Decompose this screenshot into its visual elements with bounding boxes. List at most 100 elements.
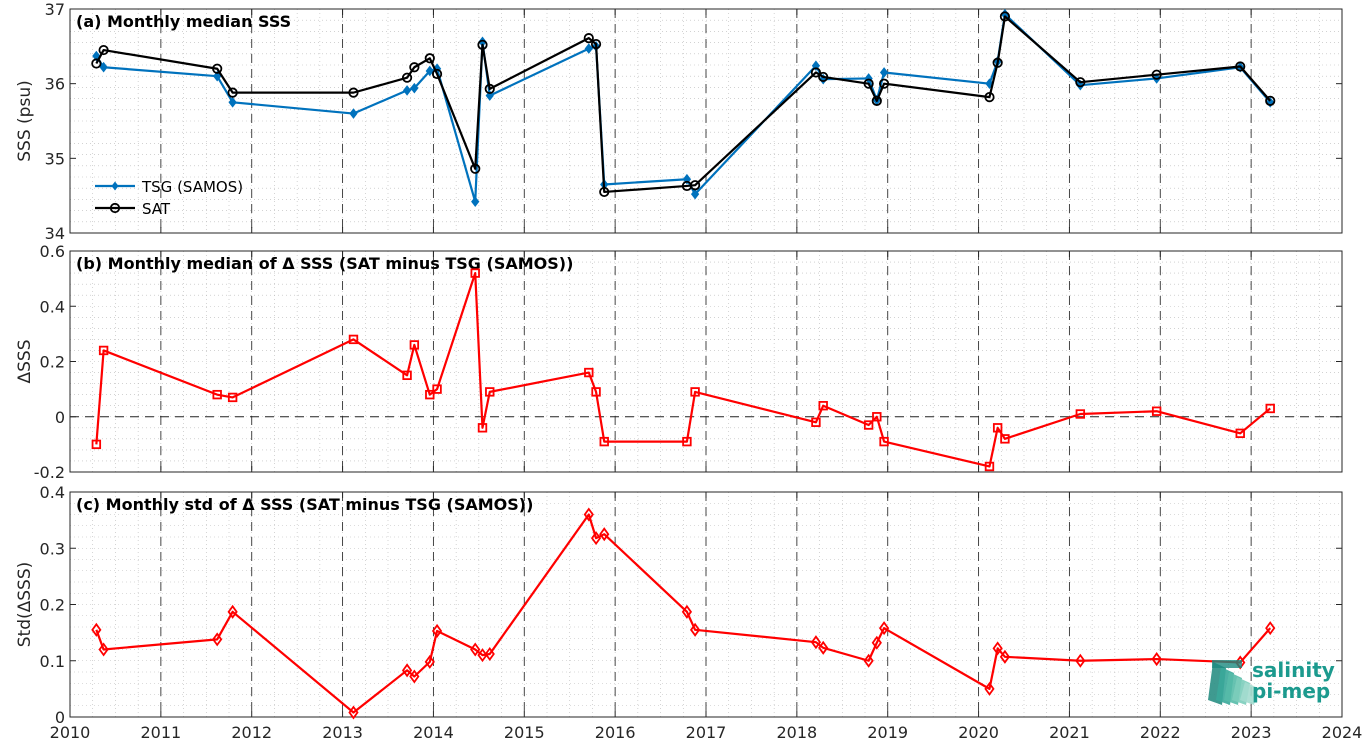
data-point (91, 439, 102, 450)
y-tick-label: 37 (45, 0, 65, 19)
data-point (484, 83, 495, 94)
x-tick-label: 2017 (686, 723, 727, 742)
data-point (984, 92, 995, 103)
y-tick-label: 0 (55, 408, 65, 427)
legend-marker (109, 202, 121, 214)
data-point (584, 367, 594, 378)
y-tick-label: -0.2 (34, 463, 65, 482)
data-point (1265, 403, 1275, 414)
data-point (402, 370, 412, 381)
data-point (878, 78, 890, 89)
data-point (409, 669, 420, 684)
data-point (431, 623, 443, 638)
logo-wave (1240, 682, 1258, 705)
data-point (1151, 69, 1162, 80)
data-point (212, 389, 222, 400)
x-tick-label: 2022 (1140, 723, 1181, 742)
data-point (878, 621, 890, 636)
data-point (984, 461, 995, 472)
y-tick-label: 0 (55, 708, 65, 727)
data-point (999, 649, 1011, 664)
data-point (984, 681, 995, 696)
data-point (1265, 621, 1276, 636)
data-point (690, 188, 700, 200)
data-point (471, 196, 480, 207)
y-tick-label: 36 (45, 75, 65, 94)
data-point (871, 635, 882, 650)
data-point (349, 108, 358, 119)
logo-bar (1212, 660, 1242, 668)
y-tick-label: 0.2 (40, 353, 65, 372)
x-tick-label: 2014 (413, 723, 454, 742)
series-line (95, 15, 1272, 194)
data-point (348, 87, 359, 98)
data-point (583, 33, 594, 44)
data-point (818, 71, 829, 83)
legend: TSG (SAMOS) SAT (95, 178, 243, 218)
data-point (227, 87, 238, 98)
data-point (863, 78, 874, 89)
data-point (409, 340, 420, 350)
data-point (591, 387, 601, 397)
data-point (477, 39, 488, 50)
series-0 (91, 507, 1276, 720)
data-point (410, 82, 419, 94)
y-tick-label: 0.2 (40, 596, 65, 615)
data-point (1235, 428, 1245, 439)
y-tick-label: 0.4 (40, 483, 65, 502)
data-point (863, 653, 874, 668)
data-point (599, 527, 610, 542)
data-point (470, 163, 481, 174)
data-point (1151, 652, 1162, 667)
data-point (583, 507, 594, 522)
data-point (590, 531, 602, 546)
data-point (212, 632, 223, 647)
data-point (91, 58, 102, 69)
data-point (999, 11, 1011, 22)
data-point (992, 57, 1003, 68)
panel-a: 34 35 36 37 SSS (psu) (a) Monthly median SSS T… (15, 0, 1343, 243)
data-point (98, 642, 109, 657)
legend-label: TSG (SAMOS) (141, 178, 243, 196)
data-point (690, 387, 700, 397)
x-tick-label: 2013 (322, 723, 363, 742)
data-point (992, 423, 1003, 433)
y-tick-label: 34 (45, 224, 65, 243)
data-point (212, 63, 223, 74)
x-tick-label: 2010 (50, 723, 91, 742)
data-point (1075, 653, 1086, 668)
data-point (590, 38, 602, 50)
data-point (1075, 409, 1086, 419)
data-point (401, 72, 413, 83)
logo-line2: pi-mep (1252, 679, 1330, 703)
data-point (810, 67, 822, 78)
legend-label: SAT (142, 200, 171, 218)
data-point (98, 44, 109, 56)
data-point (470, 268, 480, 278)
data-point (584, 43, 593, 54)
data-point (431, 68, 443, 80)
y-tick-label: 35 (45, 149, 65, 168)
data-point (227, 392, 238, 403)
data-point (818, 640, 829, 655)
data-point (213, 70, 222, 82)
data-point (599, 186, 610, 198)
data-point (811, 417, 821, 427)
x-tick-label: 2020 (958, 723, 999, 742)
data-point (863, 420, 874, 430)
x-tick-label: 2018 (776, 723, 817, 742)
data-point (879, 67, 889, 78)
data-point (477, 648, 488, 663)
data-point (879, 436, 889, 447)
data-point (1075, 77, 1086, 88)
y-tick-label: 0.4 (40, 297, 65, 316)
data-point (810, 635, 822, 650)
data-point (1235, 61, 1246, 72)
data-point (689, 622, 701, 637)
data-point (484, 646, 495, 662)
x-tick-label: 2021 (1049, 723, 1090, 742)
panel-title: (c) Monthly std of Δ SSS (SAT minus TSG … (76, 495, 533, 514)
logo-line1: salinity (1252, 658, 1335, 682)
